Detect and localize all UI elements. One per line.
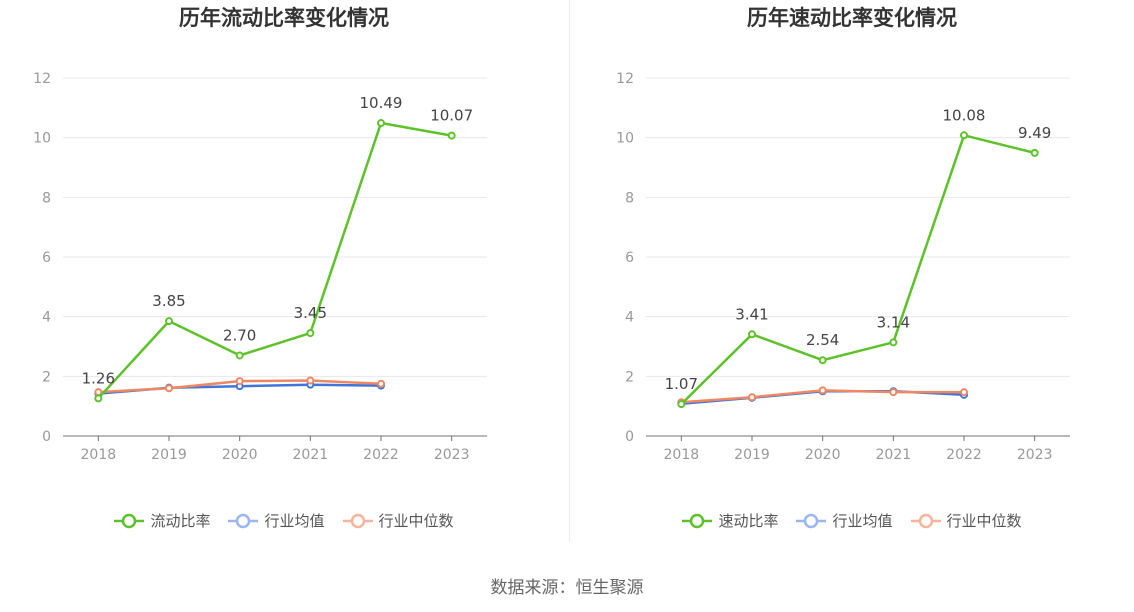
y-tick-label: 0 (42, 429, 51, 445)
current-ratio-legend: 流动比率 行业均值 行业中位数 (0, 510, 568, 531)
data-point (1030, 148, 1039, 157)
x-tick-label: 2018 (81, 447, 117, 463)
x-tick-label: 2018 (664, 447, 700, 463)
data-point (94, 394, 103, 403)
y-tick-label: 4 (42, 310, 51, 326)
y-tick-label: 10 (616, 131, 634, 147)
x-tick-label: 2023 (434, 447, 470, 463)
data-point (235, 377, 244, 386)
quick-ratio-title: 历年速动比率变化情况 (747, 6, 957, 30)
data-label: 3.14 (877, 313, 910, 331)
panel-divider (569, 0, 570, 542)
data-point (377, 379, 385, 388)
legend-item-current-ratio[interactable]: 流动比率 (114, 510, 210, 531)
data-label: 1.07 (665, 375, 698, 393)
data-label: 2.70 (223, 326, 256, 344)
legend-item-industry-median[interactable]: 行业中位数 (910, 510, 1022, 531)
y-tick-label: 12 (33, 71, 51, 87)
legend-label-industry-mean: 行业均值 (264, 512, 325, 530)
legend-swatch-green (682, 513, 713, 528)
data-point (889, 388, 898, 397)
x-tick-label: 2021 (876, 447, 912, 463)
legend-swatch-green (114, 513, 145, 528)
legend-item-industry-mean[interactable]: 行业均值 (796, 510, 893, 531)
data-point (818, 386, 827, 395)
data-point (748, 393, 756, 402)
quick-ratio-legend: 速动比率 行业均值 行业中位数 (570, 510, 1134, 531)
x-tick-label: 2020 (805, 447, 841, 463)
data-point (306, 329, 315, 338)
legend-swatch-blue (228, 513, 259, 528)
quick-ratio-chart: 0 2 4 6 8 10 12 2018 2019 2020 2021 2022 2023 1.07 3.4… (616, 71, 1070, 463)
current-ratio-title: 历年流动比率变化情况 (179, 6, 389, 30)
data-point (235, 351, 244, 360)
legend-item-industry-median[interactable]: 行业中位数 (342, 510, 454, 531)
data-point (960, 131, 968, 140)
data-label: 10.49 (360, 94, 403, 112)
data-label: 3.45 (294, 304, 327, 322)
legend-label-industry-median: 行业中位数 (946, 512, 1022, 530)
data-point (818, 356, 827, 365)
data-point (748, 330, 756, 339)
data-point (960, 388, 968, 397)
series-line (97, 121, 452, 400)
data-label: 2.54 (806, 331, 839, 349)
data-point (447, 131, 456, 140)
y-tick-label: 10 (33, 131, 51, 147)
y-tick-label: 8 (625, 190, 634, 206)
data-label: 1.26 (82, 369, 115, 387)
data-source-footer: 数据来源：恒生聚源 (490, 578, 644, 598)
legend-item-industry-mean[interactable]: 行业均值 (228, 510, 325, 531)
series-line (680, 134, 1036, 405)
data-label: 10.08 (943, 106, 986, 124)
y-tick-label: 6 (42, 250, 51, 266)
legend-label-quick-ratio: 速动比率 (718, 512, 779, 530)
y-tick-label: 8 (42, 190, 51, 206)
y-tick-label: 12 (616, 71, 634, 87)
x-tick-label: 2021 (293, 447, 329, 463)
x-tick-label: 2023 (1017, 447, 1053, 463)
legend-swatch-blue (796, 513, 827, 528)
y-tick-label: 6 (625, 250, 634, 266)
data-point (677, 400, 686, 409)
data-label: 9.49 (1018, 124, 1051, 142)
x-tick-label: 2019 (734, 447, 770, 463)
legend-label-industry-median: 行业中位数 (378, 512, 454, 530)
data-label: 3.85 (152, 292, 185, 310)
data-point (377, 119, 385, 128)
legend-label-current-ratio: 流动比率 (150, 512, 211, 530)
y-tick-label: 2 (625, 369, 634, 385)
y-tick-label: 2 (42, 369, 51, 385)
quick-ratio-panel: 历年速动比率变化情况 0 2 4 6 8 10 12 2018 2019 2020 2021 2022… (570, 0, 1134, 545)
data-point (165, 384, 173, 393)
data-point (306, 376, 315, 385)
current-ratio-panel: 历年流动比率变化情况 0 2 4 6 8 10 12 2018 2019 2020 2021 2022… (0, 0, 568, 545)
legend-label-industry-mean: 行业均值 (832, 512, 893, 530)
legend-swatch-orange (910, 513, 941, 528)
x-tick-label: 2020 (222, 447, 258, 463)
legend-item-quick-ratio[interactable]: 速动比率 (682, 510, 778, 531)
data-point (889, 338, 898, 347)
x-tick-label: 2022 (946, 447, 982, 463)
data-label: 3.41 (735, 305, 768, 323)
legend-swatch-orange (342, 513, 373, 528)
data-point (165, 317, 173, 326)
data-label: 10.07 (430, 107, 473, 125)
y-tick-label: 0 (625, 429, 634, 445)
x-tick-label: 2022 (363, 447, 399, 463)
y-tick-label: 4 (625, 310, 634, 326)
x-tick-label: 2019 (151, 447, 187, 463)
current-ratio-chart: 0 2 4 6 8 10 12 2018 2019 2020 2021 2022 2023 1.26 3.8… (33, 71, 487, 463)
